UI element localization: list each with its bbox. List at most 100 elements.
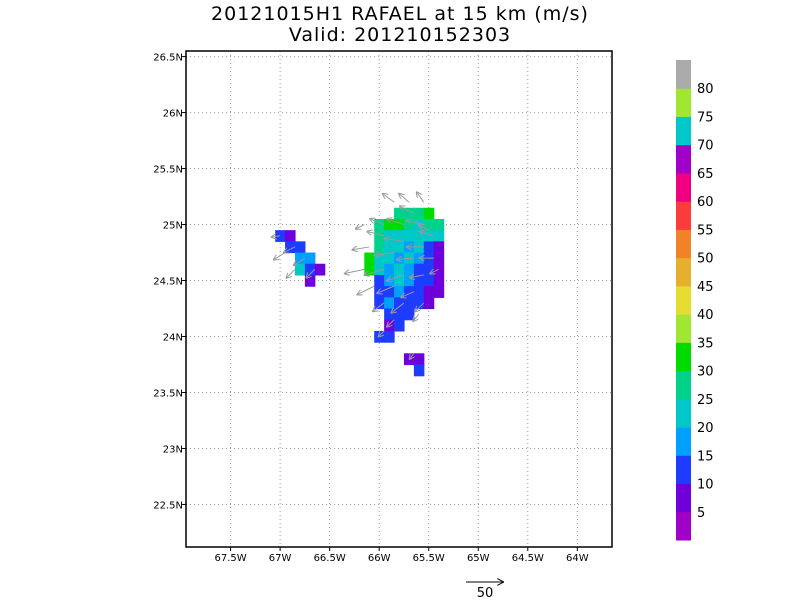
heatmap-cell-60	[423, 297, 435, 310]
heatmap-cell-23	[423, 241, 435, 254]
wind-vector-26	[410, 353, 414, 359]
wind-speed-cells	[275, 207, 445, 377]
heatmap-cell-76	[304, 252, 316, 265]
wind-vector-19	[377, 285, 395, 293]
heatmap-cell-17	[433, 230, 445, 242]
colorbar-swatch-8	[676, 285, 691, 315]
heatmap-cell-10	[433, 218, 445, 231]
heatmap-cell-11	[374, 230, 385, 242]
x-tick-label-5: 65W	[467, 553, 490, 564]
x-axis-ticks: 67.5W 67W 66.5W 66W 65.5W 65W 64.5W 64W	[215, 547, 589, 564]
heatmap-cell-39	[423, 263, 435, 276]
heatmap-cell-70	[413, 364, 425, 377]
wind-vector-32	[287, 268, 296, 277]
heatmap-cell-25	[364, 252, 375, 265]
colorbar-label-5: 30	[697, 365, 714, 380]
heatmap-cell-69	[413, 353, 425, 366]
colorbar-label-13: 70	[697, 139, 714, 154]
heatmap-cell-34	[374, 263, 385, 276]
heatmap-cell-79	[314, 263, 326, 276]
heatmap-cell-74	[294, 241, 306, 254]
reference-vector: 50	[466, 582, 503, 600]
heatmap-cell-44	[403, 274, 415, 287]
wind-vector-23	[415, 302, 425, 311]
heatmap-cell-54	[433, 286, 445, 298]
heatmap-cell-32	[433, 252, 445, 265]
colorbar-swatch-1	[676, 483, 691, 513]
heatmap-cell-49	[384, 286, 395, 298]
heatmap-cell-40	[433, 263, 445, 276]
wind-vector-6	[420, 232, 434, 237]
colorbar: 5 10 15 20 25 30 35 40 45 50 55 60 65 70 75 80	[676, 60, 714, 541]
wind-vector-27	[272, 236, 281, 237]
heatmap-cell-77	[294, 263, 306, 276]
heatmap-cell-19	[384, 241, 395, 254]
wind-vector-29	[294, 257, 306, 265]
x-tick-label-6: 64.5W	[512, 553, 544, 564]
colorbar-swatch-6	[676, 342, 691, 372]
wind-vector-7	[367, 232, 385, 237]
heatmap-cell-38	[413, 263, 425, 276]
heatmap-cell-57	[394, 297, 405, 310]
heatmap-cell-16	[423, 230, 435, 242]
colorbar-label-10: 55	[697, 223, 714, 238]
heatmap-cell-20	[394, 241, 405, 254]
heatmap-cell-28	[394, 252, 405, 265]
heatmap-cell-2	[413, 207, 425, 220]
wind-vector-14	[345, 268, 365, 273]
colorbar-swatch-15	[676, 88, 691, 117]
colorbar-label-4: 25	[697, 393, 714, 408]
y-tick-label-6: 25.5N	[153, 165, 183, 176]
wind-vector-30	[274, 252, 286, 260]
colorbar-label-9: 50	[697, 252, 714, 267]
colorbar-swatch-5	[676, 370, 691, 400]
heatmap-cell-71	[275, 230, 286, 242]
heatmap-cell-24	[433, 241, 445, 254]
colorbar-label-11: 60	[697, 195, 714, 210]
wind-vector-36	[430, 269, 439, 273]
heatmap-cell-52	[413, 286, 425, 298]
wind-vector-17	[410, 275, 424, 278]
colorbar-swatch-12	[676, 172, 691, 202]
heatmap-cell-45	[413, 274, 425, 287]
colorbar-swatch-16	[676, 60, 691, 89]
x-tick-label-4: 65.5W	[413, 553, 445, 564]
wind-vectors	[272, 192, 439, 359]
heatmap-cell-6	[394, 218, 405, 231]
colorbar-swatch-2	[676, 455, 691, 485]
x-tick-label-2: 66.5W	[314, 553, 346, 564]
colorbar-label-1: 10	[697, 478, 714, 493]
x-tick-label-1: 67W	[269, 553, 292, 564]
x-tick-label-0: 67.5W	[215, 553, 247, 564]
heatmap-cell-43	[394, 274, 405, 287]
heatmap-cell-61	[384, 308, 395, 321]
wind-vector-31	[306, 268, 316, 277]
colorbar-swatch-14	[676, 116, 691, 146]
heatmap-cell-55	[374, 297, 385, 310]
wind-vector-0	[383, 194, 395, 203]
colorbar-label-15: 80	[697, 82, 714, 97]
heatmap-cell-75	[294, 252, 306, 265]
heatmap-cell-50	[394, 286, 405, 298]
heatmap-cell-27	[384, 252, 395, 265]
chart-title: 20121015H1 RAFAEL at 15 km (m/s)	[211, 3, 589, 25]
heatmap-cell-4	[374, 218, 385, 231]
heatmap-cell-1	[403, 207, 415, 220]
colorbar-swatch-11	[676, 201, 691, 230]
colorbar-label-7: 40	[697, 308, 714, 323]
heatmap-cell-18	[374, 241, 385, 254]
y-tick-label-7: 26N	[163, 109, 183, 120]
y-tick-label-3: 24N	[163, 333, 183, 344]
x-tick-label-3: 66W	[368, 553, 391, 564]
wind-vector-24	[387, 319, 395, 327]
heatmap-cell-59	[413, 297, 425, 310]
colorbar-swatch-4	[676, 398, 691, 428]
heatmap-cell-63	[403, 308, 415, 321]
heatmap-cell-37	[403, 263, 415, 276]
heatmap-cell-78	[304, 263, 316, 276]
heatmap-cell-53	[423, 286, 435, 298]
heatmap-cell-15	[413, 230, 425, 242]
wind-vector-28	[284, 246, 296, 253]
colorbar-swatch-7	[676, 314, 691, 343]
